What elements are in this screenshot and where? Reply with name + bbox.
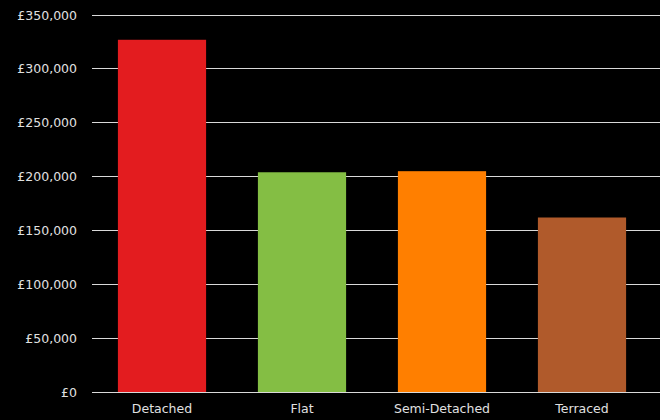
y-tick-label: £100,000: [17, 277, 77, 292]
x-tick-label: Semi-Detached: [394, 401, 490, 416]
bar: [538, 218, 626, 392]
x-tick-label: Detached: [132, 401, 192, 416]
background: [0, 0, 660, 420]
y-axis: £0 £50,000 £100,000 £150,000 £200,000 £250,00…: [17, 8, 660, 400]
chart: £0 £50,000 £100,000 £150,000 £200,000 £250,00…: [0, 0, 660, 420]
bar: [258, 172, 346, 392]
x-axis: Detached Flat Semi-Detached Terraced: [132, 401, 609, 416]
grid-line: [92, 15, 660, 16]
bar: [398, 171, 486, 392]
y-tick-label: £200,000: [17, 169, 77, 184]
y-tick-label: £250,000: [17, 115, 77, 130]
y-tick-label: £150,000: [17, 223, 77, 238]
bars: [118, 40, 626, 392]
y-tick-label: £350,000: [17, 8, 77, 23]
x-tick-label: Terraced: [554, 401, 608, 416]
y-tick-label: £300,000: [17, 61, 77, 76]
x-tick-label: Flat: [290, 401, 313, 416]
chart-container: £0 £50,000 £100,000 £150,000 £200,000 £250,00…: [0, 0, 660, 420]
y-tick-label: £50,000: [25, 331, 77, 346]
y-tick-label: £0: [61, 385, 77, 400]
bar: [118, 40, 206, 392]
